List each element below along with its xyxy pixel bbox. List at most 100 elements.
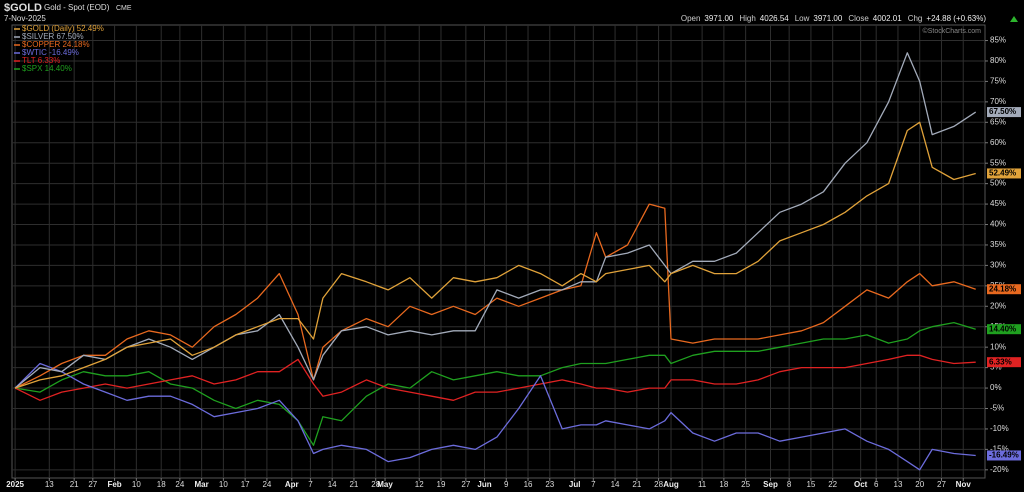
- y-tick-label: 75%: [990, 77, 1006, 86]
- x-tick-label: 14: [611, 480, 620, 489]
- y-tick-label: 60%: [990, 138, 1006, 147]
- x-tick-label: 9: [504, 480, 509, 489]
- x-tick-label: Sep: [763, 480, 778, 489]
- x-tick-label: Oct: [854, 480, 868, 489]
- x-tick-label: Mar: [195, 480, 209, 489]
- series-line: [14, 321, 976, 446]
- series-line: [14, 121, 976, 389]
- watermark: ©StockCharts.com: [923, 27, 982, 35]
- x-tick-label: 13: [894, 480, 903, 489]
- x-tick-label: 7: [591, 480, 596, 489]
- x-tick-label: 22: [828, 480, 837, 489]
- y-tick-label: 30%: [990, 261, 1006, 270]
- y-tick-label: 0%: [990, 383, 1002, 392]
- value-tag: [987, 107, 1021, 118]
- quote-label: Low: [794, 14, 810, 23]
- value-tag-label: 52.49%: [989, 169, 1016, 178]
- x-tick-label: Aug: [663, 480, 679, 489]
- legend-label: $SILVER 67.50%: [22, 32, 84, 41]
- value-tag-label: 6.33%: [989, 357, 1012, 366]
- value-tag: [987, 284, 1021, 295]
- legend-label: $COPPER 24.18%: [22, 40, 90, 49]
- y-tick-label: 85%: [990, 36, 1006, 45]
- x-tick-label: 24: [262, 480, 271, 489]
- x-tick-label: May: [377, 480, 393, 489]
- x-tick-label: 28: [371, 480, 380, 489]
- y-tick-label: -5%: [990, 404, 1004, 413]
- y-tick-label: 35%: [990, 240, 1006, 249]
- x-tick-label: Feb: [107, 480, 121, 489]
- x-tick-label: 18: [157, 480, 166, 489]
- x-tick-label: 6: [874, 480, 879, 489]
- x-tick-label: 24: [175, 480, 184, 489]
- quote-label: Close: [848, 14, 869, 23]
- value-tag-label: 24.18%: [989, 284, 1016, 293]
- exchange: CME: [116, 5, 132, 12]
- x-tick-label: 16: [524, 480, 533, 489]
- x-tick-label: 7: [308, 480, 313, 489]
- y-tick-label: 40%: [990, 220, 1006, 229]
- x-tick-label: 10: [219, 480, 228, 489]
- quote-value: 4026.54: [759, 14, 789, 23]
- y-tick-label: 5%: [990, 363, 1002, 372]
- quote-label: Open: [680, 14, 701, 23]
- x-tick-label: 27: [461, 480, 470, 489]
- y-tick-label: 55%: [990, 158, 1006, 167]
- series-line: [14, 362, 976, 471]
- value-tag: [987, 450, 1021, 461]
- x-tick-label: 27: [937, 480, 946, 489]
- x-tick-label: 10: [132, 480, 141, 489]
- x-tick-label: Apr: [285, 480, 299, 489]
- quote: Open 3971.00 High 4026.54 Low 3971.00 Close 400…: [681, 14, 988, 23]
- y-tick-label: -20%: [990, 465, 1009, 474]
- up-arrow: [1010, 16, 1018, 22]
- x-tick-label: 15: [806, 480, 815, 489]
- y-tick-label: -10%: [990, 424, 1009, 433]
- y-tick-label: 50%: [990, 179, 1006, 188]
- x-tick-label: 18: [719, 480, 728, 489]
- quote-value: 3971.00: [813, 14, 843, 23]
- value-tag-label: -16.49%: [989, 451, 1019, 460]
- y-tick-label: 20%: [990, 301, 1006, 310]
- legend-label: TLT 6.33%: [22, 56, 60, 65]
- x-tick-label: 8: [787, 480, 792, 489]
- quote-label: Chg: [907, 14, 923, 23]
- series-line: [14, 354, 976, 401]
- x-tick-label: 21: [632, 480, 641, 489]
- plot-area: [11, 24, 986, 479]
- symbol: $GOLD: [4, 2, 42, 14]
- x-tick-label: 11: [698, 480, 707, 489]
- value-tag-label: 14.40%: [989, 324, 1016, 333]
- value-tag: [987, 324, 1021, 335]
- y-tick-label: 80%: [990, 56, 1006, 65]
- x-tick-label: 28: [654, 480, 663, 489]
- quote-value: 4002.01: [872, 14, 902, 23]
- quote-value: +24.88 (+0.63%): [926, 14, 986, 23]
- series-line: [14, 52, 977, 389]
- x-tick-label: 14: [328, 480, 337, 489]
- x-tick-label: 2025: [6, 480, 24, 489]
- x-tick-label: 19: [437, 480, 446, 489]
- y-tick-label: 70%: [990, 97, 1006, 106]
- x-tick-label: 25: [741, 480, 750, 489]
- y-tick-label: -15%: [990, 444, 1009, 453]
- x-tick-label: Nov: [956, 480, 972, 489]
- y-tick-label: 10%: [990, 342, 1006, 351]
- grid: [12, 25, 985, 478]
- date: 7-Nov-2025: [4, 14, 46, 23]
- x-tick-label: 23: [545, 480, 554, 489]
- y-tick-label: 65%: [990, 117, 1006, 126]
- legend: $GOLD (Daily) 52.49%$SILVER 67.50%$COPPE…: [14, 24, 104, 73]
- series-line: [14, 203, 976, 389]
- legend-label: $GOLD (Daily) 52.49%: [22, 24, 104, 33]
- x-tick-label: 13: [45, 480, 54, 489]
- x-tick-label: 12: [415, 480, 424, 489]
- value-tag: [987, 357, 1021, 368]
- y-tick-label: 45%: [990, 199, 1006, 208]
- x-tick-label: 20: [915, 480, 924, 489]
- description: Gold - Spot (EOD): [44, 3, 110, 12]
- x-tick-label: 21: [349, 480, 358, 489]
- value-tag-label: 67.50%: [989, 107, 1016, 116]
- x-tick-label: 21: [70, 480, 79, 489]
